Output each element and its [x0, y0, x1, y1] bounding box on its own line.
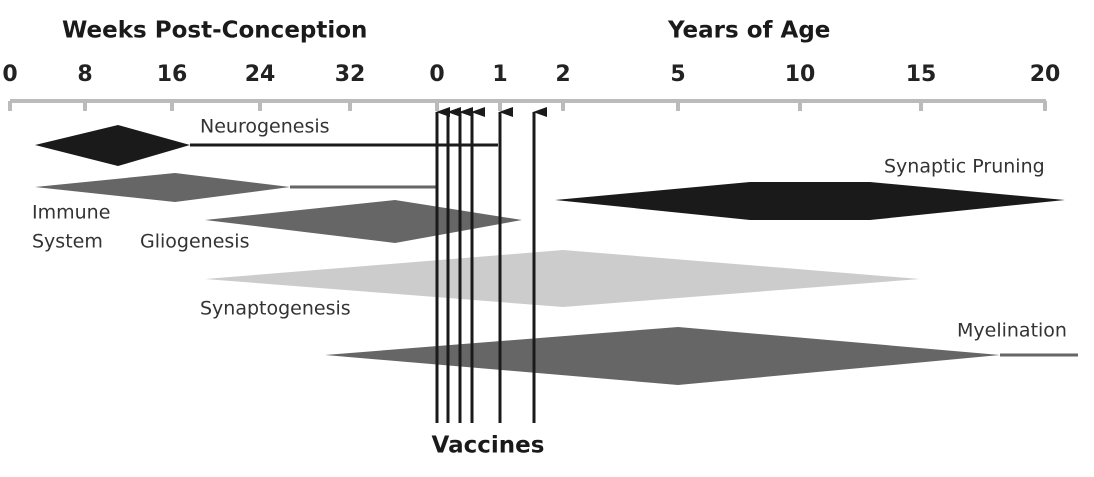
- myelination-shape: [325, 327, 1000, 385]
- immune-shape: [35, 173, 290, 202]
- right-title: Years of Age: [667, 18, 830, 44]
- tick-label: 1: [492, 62, 507, 87]
- tick-label: 24: [245, 62, 276, 87]
- tick-label: 15: [906, 62, 937, 87]
- vaccines-label: Vaccines: [432, 433, 545, 459]
- process-label: Gliogenesis: [140, 231, 249, 253]
- tick-label: 20: [1030, 62, 1061, 87]
- axis: 0 8 16 24 32 0 1 2 5 10 15 20: [2, 62, 1060, 111]
- tick-label: 8: [77, 62, 92, 87]
- process-labels: Neurogenesis Immune System Gliogenesis Synap…: [32, 116, 1067, 342]
- process-label: System: [32, 231, 103, 253]
- tick-label: 10: [785, 62, 816, 87]
- tick-label: 16: [157, 62, 188, 87]
- process-label: Myelination: [957, 320, 1067, 342]
- tick-label: 32: [335, 62, 366, 87]
- tick-label: 0: [429, 62, 444, 87]
- tick-label: 2: [555, 62, 570, 87]
- vaccine-arrows: [435, 107, 547, 423]
- tick-label: 5: [670, 62, 685, 87]
- process-label: Synaptogenesis: [200, 298, 351, 320]
- synaptogenesis-shape: [205, 250, 920, 307]
- process-label: Neurogenesis: [200, 116, 330, 138]
- tick-label: 0: [2, 62, 17, 87]
- left-title: Weeks Post-Conception: [62, 18, 367, 44]
- gliogenesis-shape: [205, 200, 522, 243]
- process-label: Synaptic Pruning: [884, 156, 1045, 178]
- pruning-shape: [555, 182, 1065, 220]
- neurogenesis-shape: [35, 125, 190, 166]
- process-label: Immune: [32, 202, 110, 224]
